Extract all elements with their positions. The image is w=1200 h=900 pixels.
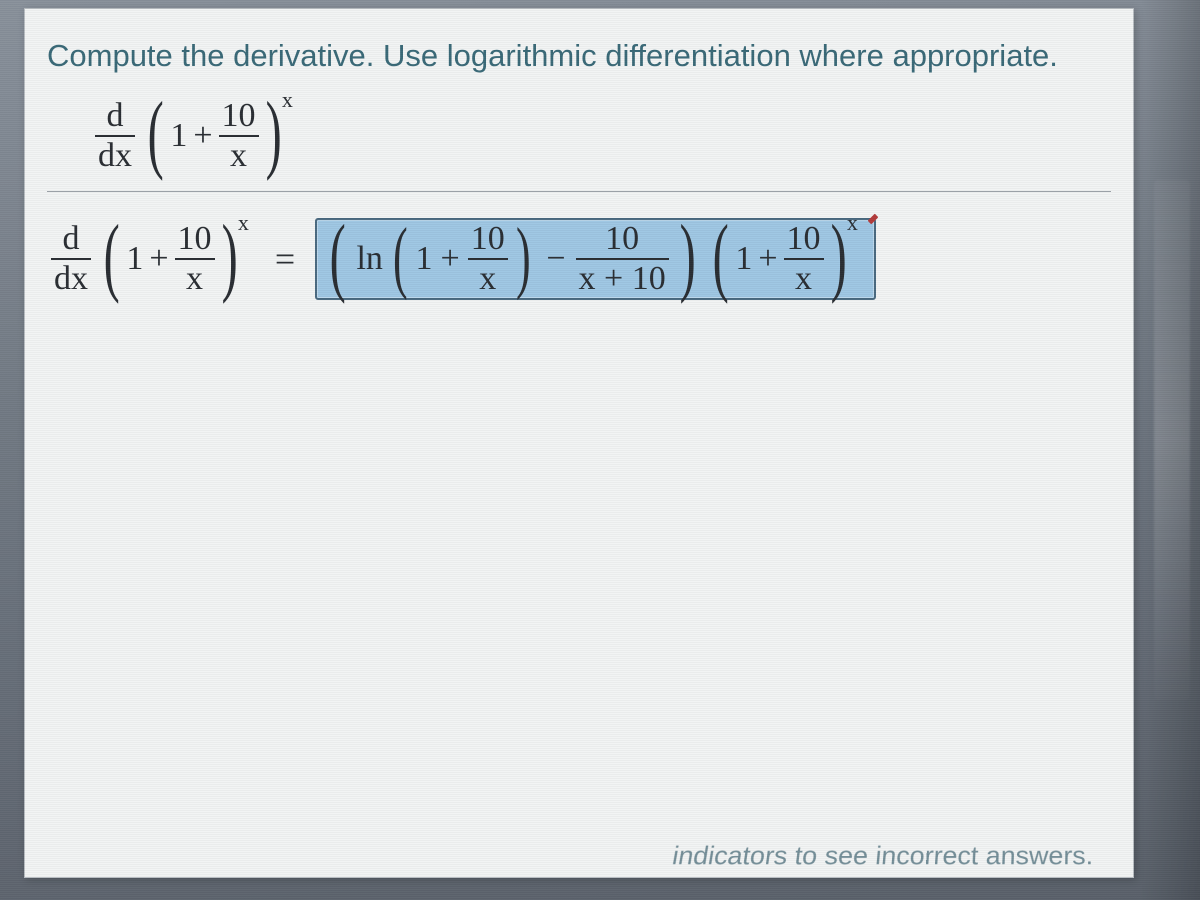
fraction-10-over-xplus10: 10 x + 10: [576, 222, 669, 296]
ln-label: ln: [356, 242, 382, 276]
answer-line: d dx ( 1 + 10 x ) x = (: [47, 212, 1111, 300]
instruction-text: Compute the derivative. Use logarithmic …: [47, 35, 1111, 77]
problem-expression: d dx ( 1 + 10 x ) x: [47, 95, 1111, 192]
ddx-fraction: d dx: [95, 99, 135, 173]
fraction-10-over-x: 10 x: [219, 99, 259, 173]
question-panel: Compute the derivative. Use logarithmic …: [24, 8, 1134, 878]
footer-hint-text: indicators to see incorrect answers.: [670, 841, 1093, 871]
exponent-x: x: [282, 89, 293, 111]
student-answer-box[interactable]: ( ln ( 1 + 10 x ) −: [315, 218, 876, 300]
right-paren: ): [265, 99, 281, 169]
monitor-glare: [1154, 180, 1190, 700]
left-paren: (: [148, 99, 164, 169]
equals-sign: =: [261, 241, 309, 277]
ddx-fraction: d dx: [51, 222, 91, 296]
right-shadow: [1140, 0, 1200, 900]
